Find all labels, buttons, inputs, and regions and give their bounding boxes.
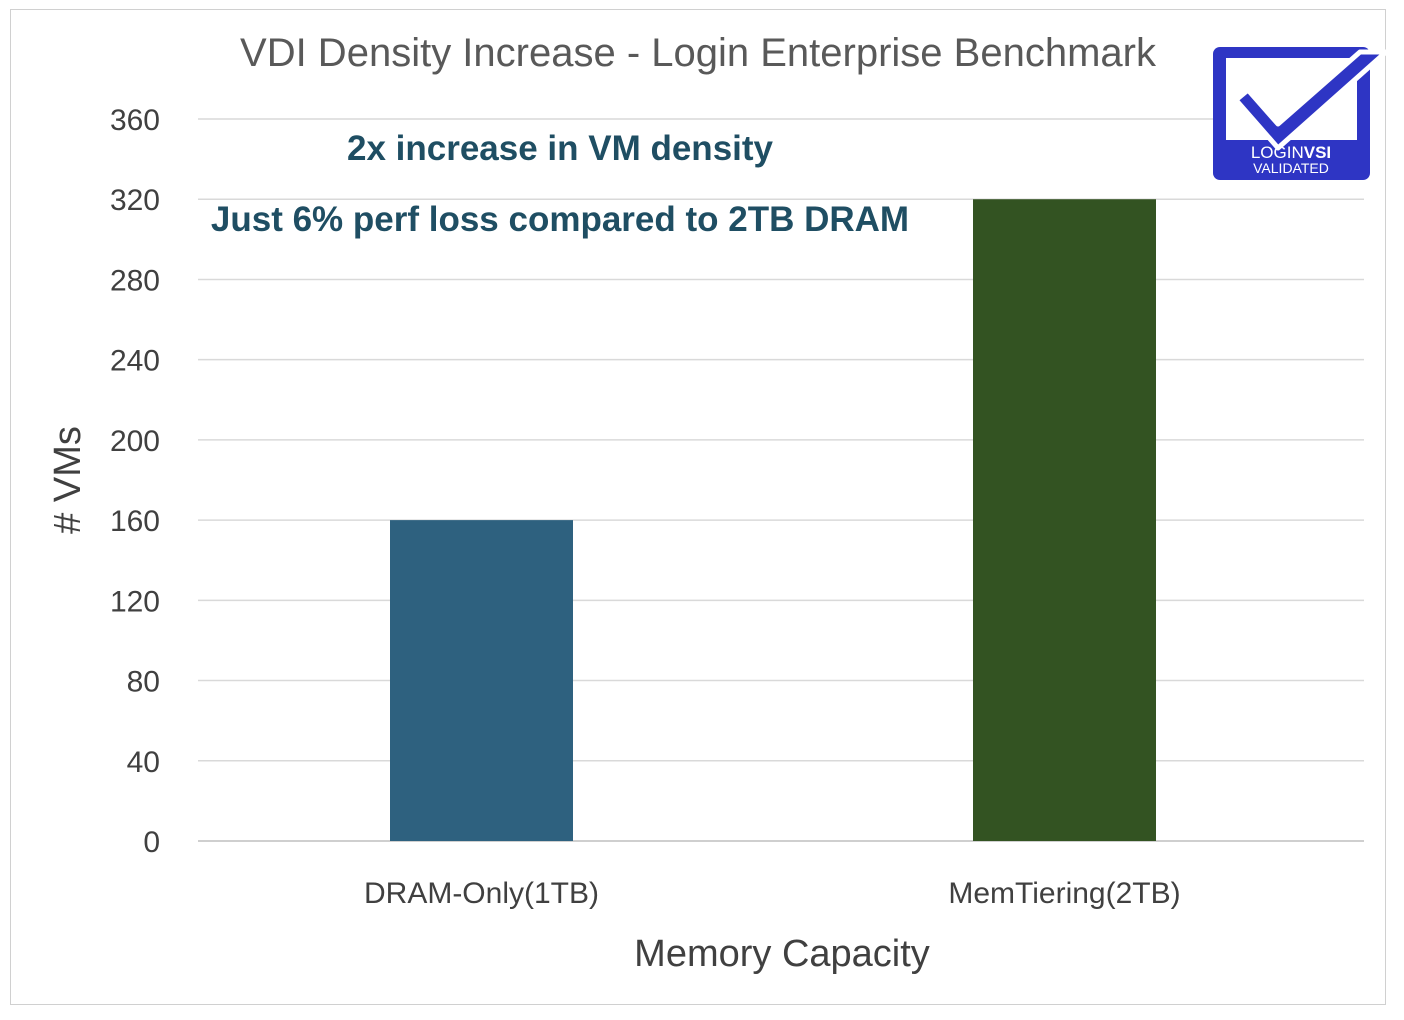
logo-text-login: LOGIN [1251, 143, 1304, 162]
y-tick-label: 320 [110, 184, 160, 217]
chart-frame [10, 9, 1386, 1005]
y-tick-label: 0 [143, 826, 160, 859]
category-label: MemTiering(2TB) [948, 877, 1180, 910]
logo-text-vsi: VSI [1304, 143, 1331, 162]
bar-dram-only [390, 520, 573, 841]
checkmark-icon [1233, 49, 1389, 151]
y-tick-label: 40 [127, 746, 160, 779]
y-tick-label: 160 [110, 505, 160, 538]
y-tick-label: 240 [110, 345, 160, 378]
annotation-density: 2x increase in VM density [347, 129, 774, 168]
y-tick-labels: 0 40 80 120 160 200 240 280 320 360 [110, 104, 160, 859]
y-tick-label: 80 [127, 666, 160, 699]
bars [390, 199, 1156, 841]
category-labels: DRAM-Only(1TB) MemTiering(2TB) [364, 877, 1181, 910]
bar-memtiering [973, 199, 1156, 841]
category-label: DRAM-Only(1TB) [364, 877, 599, 910]
chart-title: VDI Density Increase - Login Enterprise … [240, 31, 1157, 75]
y-tick-label: 200 [110, 425, 160, 458]
y-tick-label: 280 [110, 264, 160, 297]
logo-text-validated: VALIDATED [1253, 160, 1329, 176]
annotation-perf-loss: Just 6% perf loss compared to 2TB DRAM [211, 200, 909, 239]
y-tick-label: 120 [110, 585, 160, 618]
y-axis-title: # VMs [47, 426, 89, 534]
y-tick-label: 360 [110, 104, 160, 137]
login-vsi-validated-logo: LOGINVSI VALIDATED [1213, 47, 1389, 180]
logo-text-line1: LOGINVSI [1251, 143, 1331, 162]
x-axis-title: Memory Capacity [634, 933, 930, 975]
